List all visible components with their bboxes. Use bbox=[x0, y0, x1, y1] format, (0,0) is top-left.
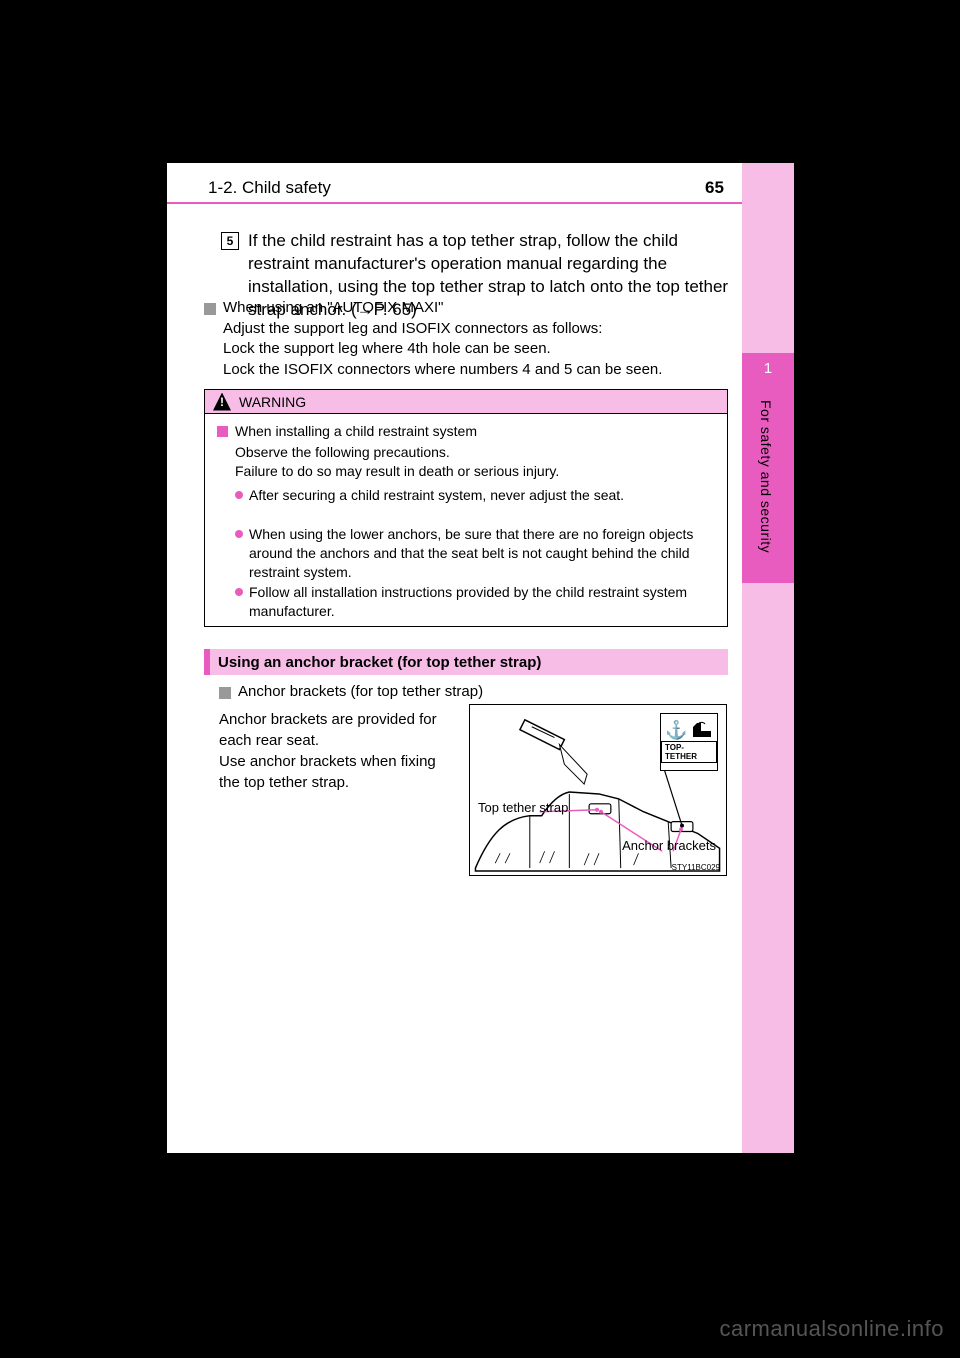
header-rule bbox=[167, 202, 742, 204]
warning-item-marker bbox=[217, 426, 228, 437]
illustration: ⚓ TOP-TETHER Top tether strap Anchor bra… bbox=[469, 704, 727, 876]
warning-box: WARNING When installing a child restrain… bbox=[204, 389, 728, 627]
bullet-text: When using the lower anchors, be sure th… bbox=[249, 525, 719, 582]
note-text: Adjust the support leg and ISOFIX connec… bbox=[223, 319, 728, 380]
anchor-title: Anchor brackets (for top tether strap) bbox=[238, 683, 483, 700]
anchor-icon: ⚓ bbox=[665, 721, 687, 739]
bullet-icon bbox=[235, 530, 243, 538]
watermark: carmanualsonline.info bbox=[719, 1316, 944, 1342]
warning-label: WARNING bbox=[239, 394, 306, 410]
badge-icons: ⚓ bbox=[665, 721, 712, 739]
warning-triangle-icon bbox=[213, 393, 231, 411]
sidebar-light bbox=[742, 163, 794, 1153]
note-title: When using an "AUTOFIX MAXI" bbox=[223, 299, 443, 316]
section-title: Using an anchor bracket (for top tether … bbox=[218, 654, 541, 671]
warning-item-title: When installing a child restraint system bbox=[235, 423, 477, 439]
illustration-label-top-tether: Top tether strap bbox=[478, 800, 568, 815]
bullet-text: After securing a child restraint system,… bbox=[249, 486, 719, 505]
note-marker bbox=[204, 303, 216, 315]
warning-item-text: Observe the following precautions. Failu… bbox=[235, 443, 715, 481]
bullet-text: Follow all installation instructions pro… bbox=[249, 583, 719, 621]
illustration-label-anchor-brackets: Anchor brackets bbox=[622, 838, 716, 853]
anchor-marker bbox=[219, 687, 231, 699]
section-header: Using an anchor bracket (for top tether … bbox=[204, 649, 728, 675]
step-number-box: 5 bbox=[221, 232, 239, 250]
chapter-title: 1-2. Child safety bbox=[208, 178, 331, 198]
top-tether-badge: ⚓ TOP-TETHER bbox=[660, 713, 718, 771]
bullet-icon bbox=[235, 588, 243, 596]
step-number: 5 bbox=[227, 234, 234, 248]
illustration-code: STY11BC029 bbox=[672, 863, 720, 872]
child-seat-icon bbox=[691, 721, 713, 739]
bullet-icon bbox=[235, 491, 243, 499]
sidebar-section-label: For safety and security bbox=[758, 400, 774, 553]
page-number: 65 bbox=[705, 178, 724, 198]
badge-text: TOP-TETHER bbox=[661, 741, 717, 763]
anchor-text: Anchor brackets are provided for each re… bbox=[219, 709, 459, 793]
sidebar-section-number: 1 bbox=[742, 360, 794, 377]
warning-header: WARNING bbox=[205, 390, 727, 414]
